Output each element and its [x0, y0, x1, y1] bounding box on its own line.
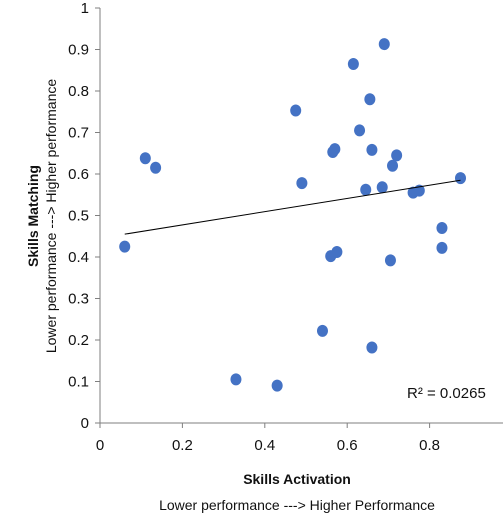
data-point	[378, 38, 390, 51]
data-point	[316, 324, 328, 337]
r-squared-label: R² = 0.0265	[407, 385, 486, 402]
data-point	[354, 124, 366, 137]
x-tick-label: 0.2	[172, 437, 193, 454]
data-point	[331, 246, 343, 259]
y-tick-label: 0.4	[68, 249, 89, 266]
data-point	[230, 373, 242, 386]
data-point	[387, 159, 399, 172]
data-point	[271, 379, 283, 392]
x-tick-label: 0.8	[419, 437, 440, 454]
data-point	[436, 241, 448, 254]
y-axis: 0 0.1 0.2 0.3 0.4 0.5 0.6 0.7 0.8 0.9 1	[68, 0, 101, 432]
data-point	[290, 104, 302, 117]
x-axis: 0 0.2 0.4 0.6 0.8	[96, 422, 503, 454]
data-point	[436, 221, 448, 234]
y-tick-label: 0	[81, 415, 89, 432]
x-axis-title: Skills Activation	[243, 471, 351, 487]
y-tick-label: 0.2	[68, 332, 89, 349]
y-tick-label: 0.9	[68, 42, 89, 59]
y-tick-label: 0.8	[68, 83, 89, 100]
data-point	[364, 93, 376, 106]
data-points	[119, 38, 466, 392]
data-point	[347, 58, 359, 71]
x-tick-label: 0.4	[254, 437, 275, 454]
y-tick-label: 0.6	[68, 166, 89, 183]
y-ticks: 0 0.1 0.2 0.3 0.4 0.5 0.6 0.7 0.8 0.9 1	[68, 0, 100, 432]
data-point	[384, 254, 396, 267]
data-point	[366, 143, 378, 156]
data-point	[366, 341, 378, 354]
data-point	[376, 181, 388, 194]
data-point	[296, 177, 308, 190]
data-point	[119, 240, 131, 253]
data-point	[455, 172, 466, 185]
x-ticks: 0 0.2 0.4 0.6 0.8	[96, 423, 440, 454]
y-tick-label: 0.3	[68, 291, 89, 308]
data-point	[360, 183, 372, 196]
data-point	[150, 161, 162, 174]
y-tick-label: 0.1	[68, 374, 89, 391]
data-point	[139, 152, 151, 165]
y-axis-title: Skills Matching	[25, 165, 41, 267]
x-tick-label: 0.6	[337, 437, 358, 454]
y-tick-label: 0.5	[68, 208, 89, 225]
y-tick-label: 1	[81, 0, 89, 17]
trendline	[124, 179, 461, 235]
data-point	[329, 143, 341, 156]
y-tick-label: 0.7	[68, 125, 89, 142]
x-tick-label: 0	[96, 437, 104, 454]
x-axis-subtitle: Lower performance ---> Higher Performanc…	[159, 497, 435, 513]
y-axis-subtitle: Lower performance ---> Higher performanc…	[43, 79, 59, 353]
data-point	[391, 149, 403, 162]
